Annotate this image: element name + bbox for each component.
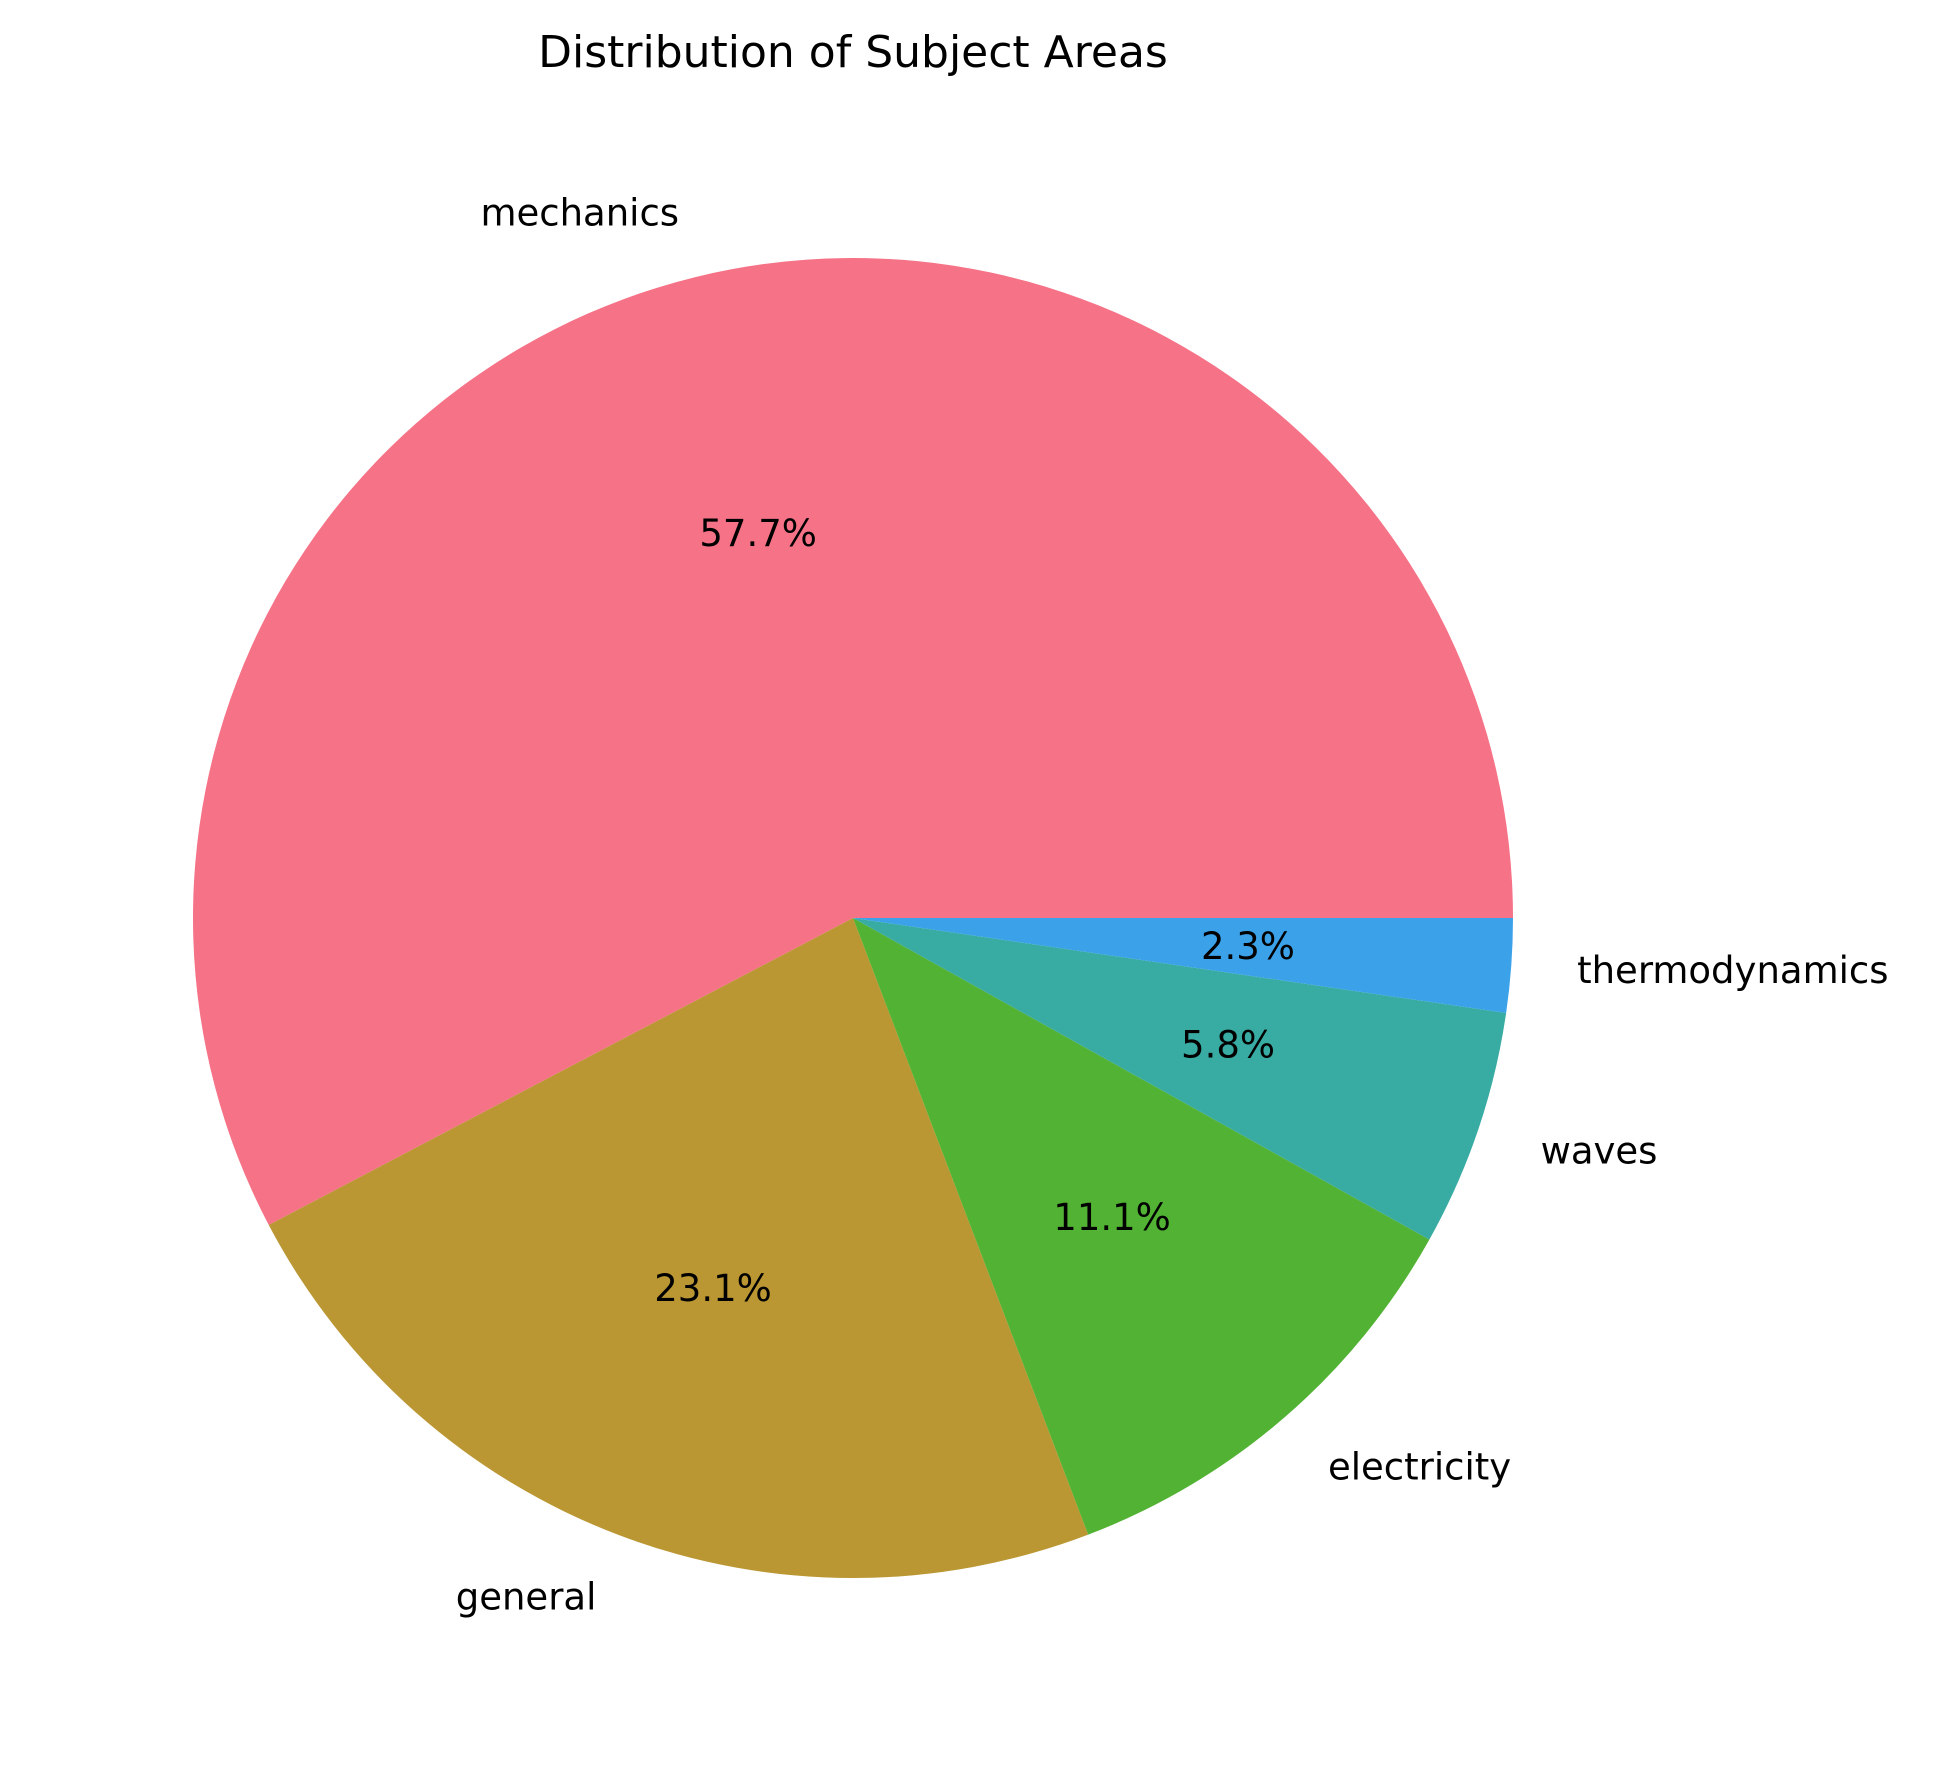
pie-slice-electricity [853, 918, 1430, 1535]
slice-label-waves: waves [1541, 1130, 1658, 1173]
pie-slice-waves [853, 918, 1507, 1240]
slice-percent-thermodynamics: 2.3% [1201, 925, 1295, 968]
chart-title: Distribution of Subject Areas [538, 27, 1168, 78]
slice-percent-electricity: 11.1% [1053, 1196, 1171, 1239]
slice-label-thermodynamics: thermodynamics [1577, 949, 1888, 992]
pie-slice-general [268, 918, 1089, 1578]
pie-slices [192, 258, 1513, 1578]
slice-percent-general: 23.1% [654, 1267, 772, 1310]
pie-slice-mechanics [192, 258, 1513, 1225]
slice-label-general: general [456, 1576, 597, 1619]
pie-slice-thermodynamics [853, 918, 1513, 1014]
slice-label-electricity: electricity [1328, 1446, 1511, 1489]
pie-labels: mechanics 57.7% general 23.1% electricity 11.… [456, 192, 1889, 1619]
slice-percent-waves: 5.8% [1181, 1024, 1275, 1067]
slice-percent-mechanics: 57.7% [699, 512, 817, 555]
slice-label-mechanics: mechanics [480, 192, 679, 235]
